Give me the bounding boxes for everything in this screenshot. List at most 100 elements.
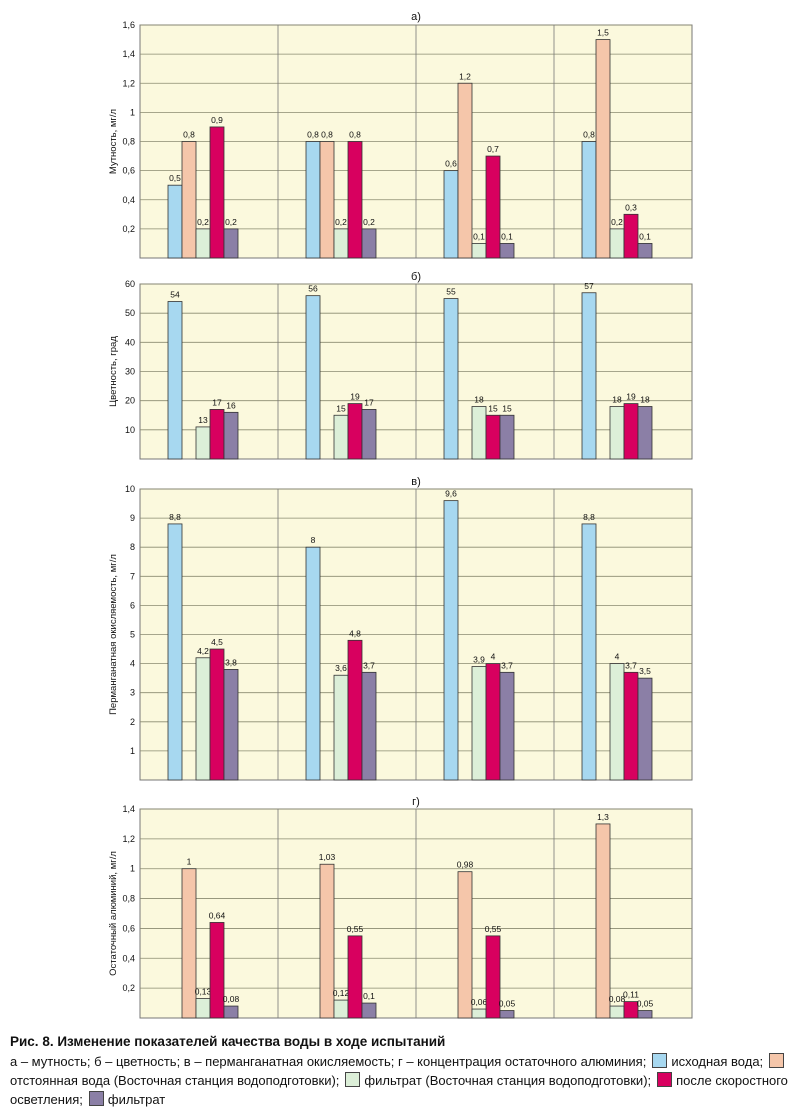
y-axis-label: Цветность, град: [108, 336, 119, 407]
bar-ish: [167, 523, 183, 781]
y-tick-label: 0,4: [122, 953, 135, 963]
bar-ots: [181, 141, 197, 259]
bar-pso: [209, 409, 225, 460]
bar-pso: [485, 663, 501, 781]
bar-pso: [347, 639, 363, 781]
y-tick-label: 8: [130, 542, 135, 552]
bar-value-label: 19: [350, 392, 360, 402]
y-tick-label: 4: [130, 659, 135, 669]
bar-value-label: 4: [615, 652, 620, 662]
caption-description: а – мутность; б – цветность; в – перманг…: [10, 1052, 790, 1109]
y-tick-label: 0,2: [122, 983, 135, 993]
bar-value-label: 4,8: [349, 628, 361, 638]
bar-value-label: 18: [640, 395, 650, 405]
bar-fil: [361, 409, 377, 460]
bar-value-label: 0,55: [347, 924, 364, 934]
y-axis-label: Остаточный алюминий, мг/л: [108, 851, 119, 976]
bar-ots: [181, 868, 197, 1019]
bar-fil: [361, 228, 377, 259]
bar-fil: [223, 669, 239, 781]
bar-value-label: 0,3: [625, 202, 637, 212]
bar-value-label: 0,8: [321, 130, 333, 140]
bar-ish: [581, 292, 597, 460]
bar-value-label: 0,05: [499, 999, 516, 1009]
bar-pso: [623, 671, 639, 781]
bar-fil: [499, 414, 515, 460]
bar-value-label: 15: [502, 403, 512, 413]
bar-fvs: [609, 663, 625, 781]
bar-value-label: 8,8: [583, 512, 595, 522]
bar-ish: [443, 170, 459, 259]
bar-fvs: [471, 243, 487, 259]
y-axis-label: Мутность, мг/л: [108, 109, 119, 174]
bar-fvs: [471, 406, 487, 460]
legend-swatch-ish: [652, 1053, 668, 1068]
bar-value-label: 0,5: [169, 173, 181, 183]
bar-value-label: 3,5: [639, 666, 651, 676]
bar-pso: [209, 922, 225, 1019]
y-tick-label: 7: [130, 571, 135, 581]
bar-value-label: 3,8: [225, 657, 237, 667]
caption-panels-text: а – мутность; б – цветность; в – перманг…: [10, 1054, 647, 1069]
bar-pso: [485, 935, 501, 1019]
bar-value-label: 3,7: [501, 660, 513, 670]
bar-fil: [499, 671, 515, 781]
bar-fil: [361, 671, 377, 781]
bar-pso: [485, 155, 501, 259]
y-tick-label: 10: [125, 484, 135, 494]
y-tick-label: 1,2: [122, 834, 135, 844]
caption-title: Рис. 8. Изменение показателей качества в…: [10, 1034, 446, 1049]
bar-value-label: 8: [311, 535, 316, 545]
y-tick-label: 0,6: [122, 166, 135, 176]
bar-value-label: 0,6: [445, 159, 457, 169]
category-label: ОХА: [337, 1018, 357, 1020]
bar-ots: [457, 82, 473, 259]
category-label: СА + ОХА2: [599, 1018, 648, 1020]
bar-value-label: 0,98: [457, 860, 474, 870]
y-tick-label: 10: [125, 425, 135, 435]
bar-fil: [499, 243, 515, 259]
bar-ots: [319, 141, 335, 259]
figure-caption: Рис. 8. Изменение показателей качества в…: [10, 1032, 790, 1109]
y-tick-label: 3: [130, 688, 135, 698]
bar-pso: [209, 648, 225, 781]
bar-ish: [443, 500, 459, 781]
y-tick-label: 1: [130, 864, 135, 874]
bar-value-label: 9,6: [445, 489, 457, 499]
bar-value-label: 1,03: [319, 852, 336, 862]
legend-label-ots: отстоянная вода (Восточная станция водоп…: [10, 1073, 340, 1088]
legend-label-fil: фильтрат: [107, 1092, 166, 1107]
y-tick-label: 60: [125, 279, 135, 289]
bar-fvs: [333, 674, 349, 781]
y-axis-label: Перманганатная окисляемость, мг/л: [108, 554, 119, 715]
y-tick-label: 40: [125, 337, 135, 347]
bar-value-label: 0,08: [609, 994, 626, 1004]
bar-fil: [223, 411, 239, 460]
bar-fvs: [609, 1005, 625, 1019]
bar-value-label: 0,2: [225, 217, 237, 227]
y-tick-label: 1,2: [122, 78, 135, 88]
bar-ish: [581, 141, 597, 259]
bar-value-label: 0,8: [349, 130, 361, 140]
legend-swatch-pso: [657, 1072, 673, 1087]
charts-figure: 0,20,40,60,811,21,41,6а)Мутность, мг/л0,…: [108, 11, 693, 1020]
bar-value-label: 0,64: [209, 910, 226, 920]
bar-pso: [623, 1001, 639, 1019]
y-tick-label: 0,6: [122, 923, 135, 933]
legend-label-ish: исходная вода;: [671, 1054, 764, 1069]
y-tick-label: 20: [125, 396, 135, 406]
bar-value-label: 0,8: [307, 130, 319, 140]
bar-ish: [167, 301, 183, 460]
bar-value-label: 0,08: [223, 994, 240, 1004]
bar-value-label: 0,1: [639, 231, 651, 241]
bar-pso: [347, 935, 363, 1019]
y-tick-label: 2: [130, 717, 135, 727]
bar-fvs: [471, 1008, 487, 1019]
bar-value-label: 0,8: [183, 130, 195, 140]
bar-value-label: 3,9: [473, 655, 485, 665]
bar-pso: [623, 213, 639, 259]
y-tick-label: 1: [130, 107, 135, 117]
bar-fil: [637, 677, 653, 781]
bar-value-label: 54: [170, 290, 180, 300]
bar-value-label: 0,8: [583, 130, 595, 140]
